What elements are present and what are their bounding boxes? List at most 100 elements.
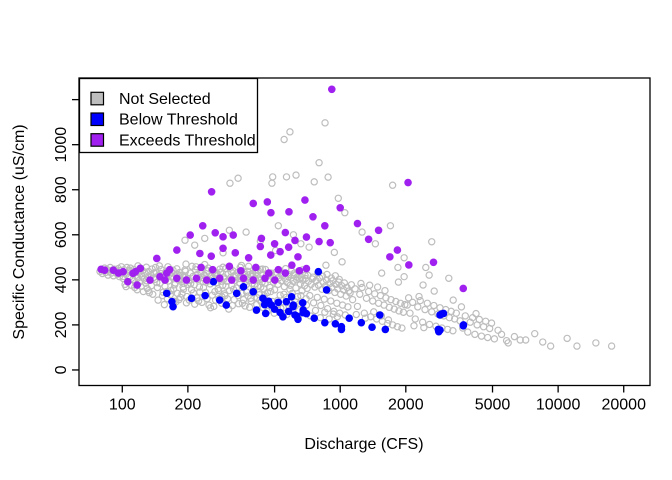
point-not-selected — [188, 262, 196, 271]
point-not-selected — [510, 332, 519, 341]
point-not-selected — [286, 285, 294, 294]
point-not-selected — [226, 179, 234, 187]
point-below-threshold — [376, 311, 384, 319]
point-exceeds-threshold — [123, 277, 132, 286]
point-not-selected — [323, 270, 331, 279]
point-not-selected — [563, 334, 571, 343]
point-not-selected — [169, 285, 178, 293]
point-not-selected — [198, 298, 206, 307]
legend-label-not-selected: Not Selected — [119, 91, 211, 108]
point-not-selected — [475, 315, 484, 324]
point-not-selected — [387, 295, 395, 304]
x-tick-label: 20000 — [601, 397, 646, 414]
point-exceeds-threshold — [294, 253, 302, 261]
point-exceeds-threshold — [405, 261, 413, 269]
x-tick-label: 2000 — [388, 397, 424, 414]
point-not-selected — [365, 281, 374, 289]
point-not-selected — [246, 294, 255, 303]
point-not-selected — [153, 278, 161, 287]
point-below-threshold — [232, 289, 241, 298]
point-not-selected — [400, 254, 408, 262]
point-not-selected — [483, 333, 492, 342]
point-not-selected — [385, 303, 394, 312]
point-exceeds-threshold — [301, 196, 309, 204]
point-not-selected — [394, 263, 402, 272]
point-not-selected — [242, 228, 250, 236]
point-not-selected — [310, 178, 318, 186]
point-not-selected — [170, 281, 179, 289]
point-exceeds-threshold — [321, 221, 329, 230]
point-exceeds-threshold — [146, 276, 154, 284]
point-exceeds-threshold — [215, 274, 224, 283]
point-not-selected — [420, 323, 428, 332]
point-not-selected — [364, 287, 373, 296]
point-not-selected — [443, 325, 452, 334]
point-below-threshold — [279, 312, 287, 321]
y-tick-label: 800 — [53, 176, 70, 203]
point-below-threshold — [249, 287, 258, 296]
point-not-selected — [194, 297, 203, 305]
point-not-selected — [425, 320, 434, 329]
point-exceeds-threshold — [208, 265, 217, 274]
point-below-threshold — [209, 277, 218, 286]
y-tick-label: 600 — [53, 221, 70, 248]
point-below-threshold — [302, 309, 311, 318]
point-not-selected — [353, 302, 362, 311]
point-not-selected — [305, 243, 313, 251]
point-exceeds-threshold — [309, 212, 317, 221]
point-not-selected — [181, 236, 189, 244]
x-tick-label: 500 — [261, 397, 288, 414]
point-not-selected — [400, 272, 408, 281]
point-exceeds-threshold — [270, 240, 279, 248]
point-exceeds-threshold — [364, 235, 373, 244]
point-not-selected — [280, 290, 288, 298]
point-not-selected — [344, 303, 352, 311]
point-below-threshold — [215, 296, 224, 304]
point-not-selected — [516, 336, 524, 344]
point-exceeds-threshold — [295, 267, 304, 275]
point-not-selected — [392, 297, 400, 306]
point-exceeds-threshold — [274, 265, 283, 274]
y-tick-label: 400 — [53, 266, 70, 293]
point-not-selected — [497, 330, 506, 339]
point-below-threshold — [287, 292, 296, 301]
point-exceeds-threshold — [207, 187, 216, 196]
y-tick-label: 200 — [53, 311, 70, 338]
point-not-selected — [457, 303, 466, 311]
point-not-selected — [327, 274, 335, 282]
point-exceeds-threshold — [231, 249, 240, 257]
point-exceeds-threshold — [256, 242, 265, 251]
point-not-selected — [607, 342, 616, 350]
point-not-selected — [258, 265, 267, 273]
point-not-selected — [428, 238, 436, 246]
point-not-selected — [321, 308, 329, 316]
point-not-selected — [179, 283, 187, 291]
point-not-selected — [395, 307, 403, 315]
point-not-selected — [245, 303, 254, 312]
legend-box — [78, 77, 259, 154]
point-not-selected — [410, 322, 418, 330]
points-layer — [96, 85, 616, 350]
point-not-selected — [490, 335, 499, 343]
point-exceeds-threshold — [207, 252, 216, 260]
x-tick-label: 100 — [109, 397, 136, 414]
point-not-selected — [430, 287, 438, 295]
point-below-threshold — [239, 283, 248, 291]
axes-layer: 100 200 500 1000 2000 5000 10000 20000 0 200 400 60… — [53, 77, 651, 414]
point-not-selected — [394, 278, 403, 286]
legend-label-below-threshold: Below Threshold — [119, 112, 238, 129]
point-not-selected — [345, 287, 353, 295]
point-not-selected — [309, 273, 317, 281]
point-exceeds-threshold — [100, 266, 109, 274]
point-not-selected — [320, 295, 328, 303]
point-not-selected — [416, 296, 424, 305]
point-exceeds-threshold — [291, 236, 299, 245]
point-exceeds-threshold — [252, 263, 260, 272]
point-exceeds-threshold — [182, 276, 191, 284]
point-not-selected — [191, 241, 199, 249]
point-not-selected — [154, 296, 162, 304]
point-not-selected — [296, 275, 304, 283]
point-not-selected — [149, 290, 157, 298]
point-below-threshold — [298, 299, 307, 307]
